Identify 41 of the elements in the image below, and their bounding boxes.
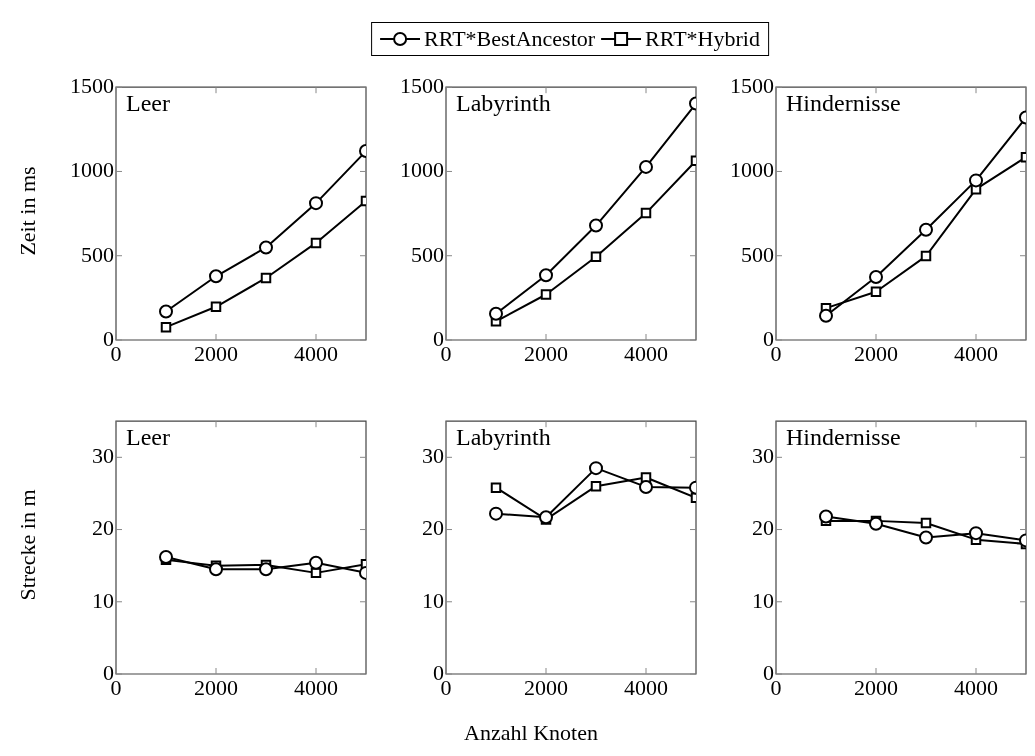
x-axis-title: Anzahl Knoten: [464, 720, 598, 746]
x-tick-label: 2000: [524, 674, 568, 700]
y-tick-label: 20: [92, 515, 114, 541]
x-tick-label: 4000: [954, 674, 998, 700]
x-tick-label: 2000: [524, 340, 568, 366]
x-tick-label: 4000: [294, 340, 338, 366]
y-tick-label: 500: [741, 241, 774, 267]
y-axis-title: Strecke in m: [15, 489, 41, 601]
y-tick-label: 30: [752, 443, 774, 469]
x-tick-label: 4000: [954, 340, 998, 366]
chart-title: Hindernisse: [786, 90, 901, 117]
y-tick-label: 20: [752, 515, 774, 541]
legend-label: RRT*Hybrid: [645, 26, 760, 52]
x-tick-label: 4000: [624, 340, 668, 366]
x-tick-label: 2000: [854, 674, 898, 700]
chart-title: Hindernisse: [786, 424, 901, 451]
y-tick-label: 500: [411, 241, 444, 267]
x-tick-label: 2000: [194, 340, 238, 366]
y-tick-label: 30: [422, 443, 444, 469]
y-tick-label: 1500: [400, 72, 444, 98]
legend-label: RRT*BestAncestor: [424, 26, 596, 52]
y-tick-label: 500: [81, 241, 114, 267]
y-tick-label: 20: [422, 515, 444, 541]
y-tick-label: 10: [92, 587, 114, 613]
x-tick-label: 4000: [624, 674, 668, 700]
chart-title: Leer: [126, 90, 170, 117]
y-tick-label: 1500: [70, 72, 114, 98]
x-tick-label: 2000: [854, 340, 898, 366]
y-tick-label: 1000: [730, 157, 774, 183]
y-tick-label: 10: [422, 587, 444, 613]
x-tick-label: 4000: [294, 674, 338, 700]
y-tick-label: 1000: [70, 157, 114, 183]
y-tick-label: 10: [752, 587, 774, 613]
chart-title: Leer: [126, 424, 170, 451]
y-tick-label: 1500: [730, 72, 774, 98]
chart-title: Labyrinth: [456, 90, 551, 117]
x-tick-label: 2000: [194, 674, 238, 700]
y-tick-label: 1000: [400, 157, 444, 183]
chart-title: Labyrinth: [456, 424, 551, 451]
y-axis-title: Zeit in ms: [15, 166, 41, 256]
y-tick-label: 30: [92, 443, 114, 469]
